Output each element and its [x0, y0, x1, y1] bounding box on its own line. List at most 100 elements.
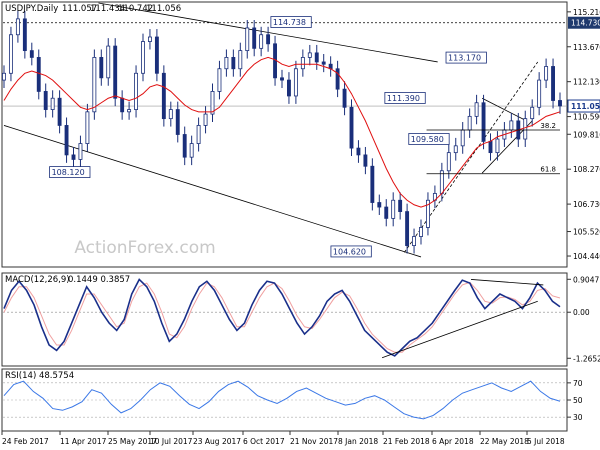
price-label-box — [270, 16, 312, 28]
macd-tick-label: -1.2652 — [573, 354, 600, 363]
candle-body — [349, 106, 354, 149]
candle-body — [175, 109, 180, 135]
candle-body — [64, 125, 69, 156]
candle-body — [196, 125, 201, 144]
watermark: ActionForex.com — [74, 238, 215, 258]
candle-body — [446, 152, 451, 172]
rsi-line — [3, 380, 561, 420]
price-label-box — [330, 245, 372, 258]
candle-body — [321, 61, 326, 65]
price-label: 114.738 — [273, 18, 306, 27]
date-tick-label: 5 Jul 2018 — [527, 437, 565, 446]
header-low: 110.742 — [118, 4, 153, 14]
candle-body — [460, 129, 465, 147]
candle-body — [300, 57, 305, 70]
rsi-axis: 70 50 30 — [567, 379, 583, 422]
current-price-label: 111.056 — [571, 102, 600, 111]
date-tick-label: 10 Jul 2017 — [150, 437, 193, 446]
candle-body — [231, 57, 236, 70]
candle-body — [426, 199, 430, 228]
candle-body — [15, 18, 20, 36]
candle-body — [106, 45, 111, 79]
candle-body — [266, 34, 271, 45]
candle-body — [405, 211, 410, 246]
candle-body — [509, 120, 514, 131]
macd-trendlines — [381, 279, 544, 359]
price-tick-label: 113.670 — [573, 43, 600, 52]
candle-body — [127, 109, 132, 113]
price-label: 113.170 — [448, 54, 481, 63]
price-axis: 115.210 113.670 112.130 110.590 109.810 108.2… — [567, 8, 600, 261]
candle-body — [280, 77, 284, 81]
candle-body — [314, 52, 319, 63]
date-tick-label: 22 May 2018 — [480, 437, 529, 446]
candle-body — [551, 66, 555, 101]
candle-body — [71, 154, 76, 160]
macd-label: MACD(12,26,9) — [5, 275, 70, 285]
candle-body — [92, 57, 97, 113]
candle-body — [9, 34, 13, 74]
short-resistance-line — [481, 97, 527, 122]
header-close: 111.056 — [146, 4, 181, 14]
candle-body — [29, 50, 34, 58]
price-tick-label: 104.440 — [573, 252, 600, 261]
price-label: 108.120 — [52, 168, 85, 177]
candle-body — [293, 68, 298, 97]
candle-body — [224, 57, 229, 70]
macd-tick-label: 0.00 — [573, 308, 590, 317]
date-tick-label: 11 Apr 2017 — [60, 437, 107, 446]
price-panel: ActionForex.com 38.261.8 114.738 113.170 1… — [1, 1, 568, 268]
candle-body — [50, 97, 55, 110]
candle-body — [412, 236, 416, 246]
candle-body — [419, 227, 423, 237]
macd-values: 0.1449 0.3857 — [68, 275, 130, 285]
candle-body — [370, 165, 375, 203]
price-labels: 114.738 113.170 111.390 108.120 109.580 104.6… — [49, 16, 487, 258]
price-tick-label: 108.270 — [573, 165, 600, 174]
candle-body — [467, 115, 472, 131]
candle-body — [203, 113, 208, 126]
macd-axis: 0.9047 0.00 -1.2652 — [567, 275, 600, 363]
fib-level-label: 61.8 — [540, 166, 556, 174]
candle-body — [43, 91, 48, 110]
candle-body — [57, 97, 62, 126]
price-label: 109.580 — [411, 135, 444, 144]
date-tick-label: 8 Jan 2018 — [338, 437, 378, 446]
candle-body — [481, 102, 486, 142]
macd-signal-line — [3, 281, 561, 353]
fib-levels: 38.2 61.8 — [426, 122, 560, 175]
macd-panel-frame — [1, 272, 568, 367]
candle-body — [245, 27, 250, 52]
chart-symbol: USDJPY.Daily — [5, 4, 58, 14]
candle-body — [377, 202, 382, 208]
candle-body — [544, 66, 549, 81]
candle-body — [22, 18, 27, 52]
rising-dashed-line — [403, 61, 539, 253]
date-tick-label: 6 Apr 2018 — [432, 437, 474, 446]
candle-body — [259, 34, 264, 49]
candle-body — [439, 170, 444, 194]
candle-body — [182, 134, 187, 158]
price-tick-label: 112.130 — [573, 78, 600, 87]
candle-body — [85, 111, 90, 144]
candle-body — [398, 199, 403, 212]
price-tick-label: 106.730 — [573, 200, 600, 209]
candle-body — [134, 72, 138, 110]
rsi-tick-label: 50 — [573, 396, 583, 405]
candle-body — [335, 68, 340, 90]
candle-body — [252, 27, 257, 49]
moving-average-line — [3, 56, 561, 208]
rsi-tick-label: 30 — [573, 413, 583, 422]
candle-body — [356, 147, 361, 156]
date-tick-label: 23 Aug 2017 — [193, 437, 241, 446]
candle-body — [2, 72, 6, 81]
candle-body — [78, 143, 83, 160]
price-tick-label: 105.520 — [573, 228, 600, 237]
candle-body — [99, 57, 104, 79]
price-label-box — [445, 51, 487, 64]
candle-body — [238, 50, 243, 70]
price-label: 111.390 — [387, 94, 420, 103]
date-tick-label: 6 Oct 2017 — [243, 437, 285, 446]
